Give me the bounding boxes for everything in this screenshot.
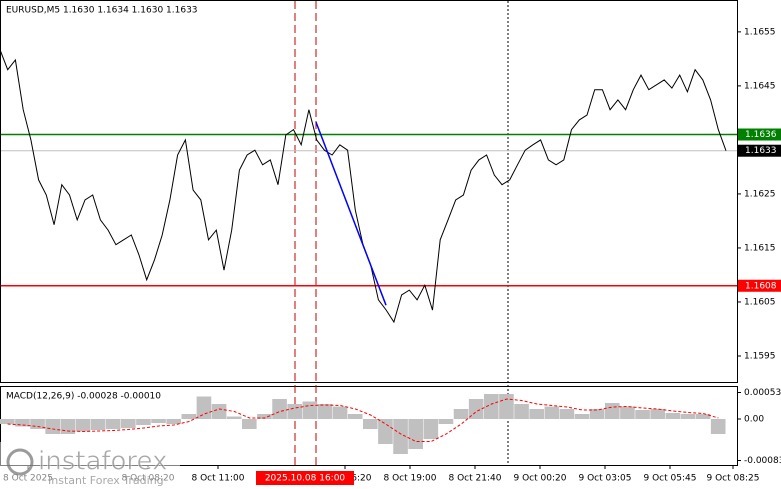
x-tick-label: 9 Oct 08:25: [707, 474, 760, 484]
macd-bar: [317, 404, 333, 419]
macd-bar: [136, 419, 151, 425]
price-frame: [0, 0, 738, 383]
macd-bar: [499, 394, 514, 419]
y-tick-label: 1.1595: [744, 351, 776, 361]
macd-bar: [665, 413, 681, 419]
macd-bar: [121, 419, 136, 428]
macd-bar: [635, 410, 650, 419]
macd-bar: [695, 414, 711, 419]
macd-bar: [272, 399, 287, 419]
macd-bar: [347, 414, 363, 419]
macd-bar: [196, 396, 212, 419]
price-level-label: 1.1608: [745, 281, 777, 291]
macd-bar: [423, 419, 439, 439]
macd-bar: [151, 419, 166, 423]
macd-bar: [468, 399, 484, 419]
macd-bar: [90, 419, 106, 430]
x-tick-label: 9 Oct 00:20: [514, 474, 567, 484]
x-tick-label: 9 Oct 05:45: [644, 474, 697, 484]
x-tick-label: 9 Oct 03:05: [579, 474, 632, 484]
macd-bar: [559, 409, 575, 419]
x-tick-label: 8 Oct 21:40: [449, 474, 502, 484]
macd-bar: [45, 419, 60, 434]
macd-bar: [211, 404, 227, 419]
macd-bar: [287, 404, 302, 419]
cursor-time-label: 2025.10.08 16:00: [265, 474, 346, 484]
macd-bar: [166, 419, 181, 424]
y-tick-label: 1.1625: [744, 189, 776, 199]
macd-bar: [544, 406, 560, 419]
y-tick-label: 0.00: [744, 415, 764, 425]
macd-bar: [438, 419, 454, 424]
macd-bar: [378, 419, 393, 444]
macd-bar: [605, 403, 620, 419]
macd-bar: [75, 419, 91, 432]
macd-bar: [30, 419, 45, 429]
signal-line: [7, 398, 719, 442]
macd-bar: [574, 414, 590, 419]
macd-bar: [302, 401, 318, 419]
macd-bar: [105, 419, 121, 429]
y-tick-label: 1.1655: [744, 27, 776, 37]
price-level-label: 1.1633: [745, 146, 777, 156]
macd-bar: [408, 419, 423, 449]
macd-bar: [257, 414, 272, 419]
watermark-tagline: Instant Forex Trading: [48, 474, 164, 487]
macd-bar: [484, 394, 499, 419]
cursor-time-tag: [256, 471, 354, 485]
macd-bar: [0, 419, 15, 424]
macd-bar: [393, 419, 408, 454]
macd-bar: [181, 414, 197, 419]
macd-bar: [710, 419, 726, 434]
macd-bar: [15, 419, 30, 427]
macd-bar: [620, 406, 635, 419]
y-tick-label: 1.1605: [744, 297, 776, 307]
y-tick-label: 0.00053: [744, 388, 781, 398]
price-level-tag: [738, 279, 781, 292]
macd-bar: [650, 409, 665, 419]
macd-bar: [680, 414, 696, 419]
macd-bar: [589, 409, 605, 419]
macd-bar: [363, 419, 378, 429]
macd-title: MACD(12,26,9) -0.00028 -0.00010: [6, 392, 161, 402]
chart-title: EURUSD,M5 1.1630 1.1634 1.1630 1.1633: [6, 6, 198, 16]
macd-bar: [226, 416, 242, 419]
y-tick-label: -0.00083: [744, 456, 781, 466]
macd-bar: [332, 406, 348, 419]
macd-bar: [529, 409, 544, 419]
price-level-label: 1.1636: [745, 130, 777, 140]
price-level-tag: [738, 128, 781, 141]
watermark-logo: [6, 448, 34, 476]
trend-line: [315, 121, 387, 306]
x-tick-label: 8 Oct 11:00: [192, 474, 245, 484]
macd-bar: [242, 419, 257, 429]
y-tick-label: 1.1615: [744, 243, 776, 253]
watermark-brand: instaforex: [38, 447, 167, 477]
macd-bar: [514, 404, 529, 419]
x-tick-label: 8 Oct 19:00: [384, 474, 437, 484]
y-tick-label: 1.1645: [744, 81, 776, 91]
macd-bar: [60, 419, 76, 434]
macd-bar: [453, 409, 469, 419]
price-level-tag: [738, 144, 781, 157]
macd-frame: [0, 386, 738, 466]
